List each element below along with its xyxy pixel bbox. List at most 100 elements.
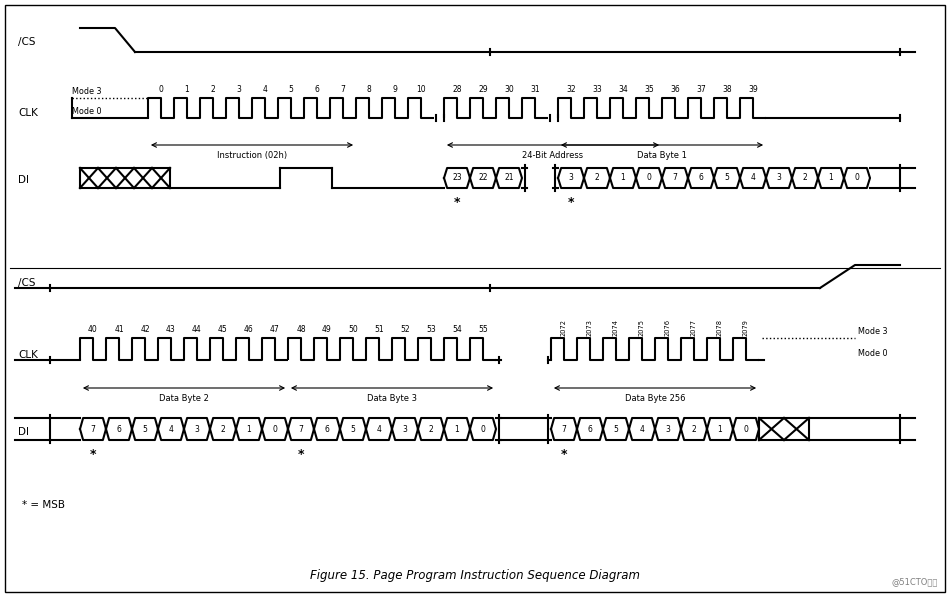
Text: 1: 1 (247, 424, 252, 433)
Text: *: * (560, 448, 567, 461)
Text: 2: 2 (211, 85, 216, 94)
Text: Data Byte 3: Data Byte 3 (367, 394, 417, 403)
Text: 22: 22 (478, 174, 487, 183)
Text: 39: 39 (749, 85, 758, 94)
Text: 48: 48 (296, 325, 306, 334)
Text: 0: 0 (647, 174, 652, 183)
Text: 2079: 2079 (743, 319, 749, 336)
Text: *: * (297, 448, 304, 461)
Text: 0: 0 (481, 424, 485, 433)
Text: 7: 7 (340, 85, 346, 94)
Text: DI: DI (18, 175, 29, 185)
Text: @51CTO博客: @51CTO博客 (892, 577, 938, 586)
Text: 3: 3 (403, 424, 408, 433)
Text: 6: 6 (587, 424, 593, 433)
Text: 55: 55 (478, 325, 488, 334)
Text: 42: 42 (141, 325, 150, 334)
Text: Mode 3: Mode 3 (72, 87, 102, 96)
Text: Data Byte 2: Data Byte 2 (159, 394, 209, 403)
Text: 40: 40 (88, 325, 98, 334)
Text: 35: 35 (644, 85, 654, 94)
Text: 7: 7 (673, 174, 677, 183)
Text: 37: 37 (696, 85, 706, 94)
Text: 4: 4 (750, 174, 755, 183)
Text: 0: 0 (744, 424, 749, 433)
Text: 5: 5 (725, 174, 730, 183)
Text: Data Byte 256: Data Byte 256 (625, 394, 685, 403)
Text: 4: 4 (639, 424, 644, 433)
Text: 4: 4 (376, 424, 382, 433)
Text: 51: 51 (374, 325, 384, 334)
Text: 2073: 2073 (587, 319, 593, 336)
Text: 36: 36 (670, 85, 680, 94)
Text: 3: 3 (776, 174, 782, 183)
Text: 28: 28 (452, 85, 462, 94)
Text: 7: 7 (90, 424, 95, 433)
Text: *: * (568, 196, 574, 209)
Text: 2075: 2075 (639, 319, 645, 336)
Text: 2: 2 (692, 424, 696, 433)
Text: 6: 6 (117, 424, 122, 433)
Text: 31: 31 (530, 85, 540, 94)
Text: 4: 4 (168, 424, 174, 433)
Text: 2078: 2078 (717, 319, 723, 336)
Text: 10: 10 (416, 85, 426, 94)
Text: 3: 3 (237, 85, 241, 94)
Text: 2: 2 (803, 174, 808, 183)
Text: 0: 0 (855, 174, 860, 183)
Text: 3: 3 (666, 424, 671, 433)
Text: Figure 15. Page Program Instruction Sequence Diagram: Figure 15. Page Program Instruction Sequ… (310, 568, 640, 581)
Text: 1: 1 (455, 424, 460, 433)
Text: 29: 29 (478, 85, 487, 94)
Text: 32: 32 (566, 85, 576, 94)
Text: 50: 50 (348, 325, 358, 334)
Text: 5: 5 (289, 85, 294, 94)
Text: 46: 46 (244, 325, 254, 334)
Text: 9: 9 (392, 85, 397, 94)
Text: 44: 44 (192, 325, 201, 334)
Text: *: * (89, 448, 96, 461)
Text: 1: 1 (620, 174, 625, 183)
Text: 2077: 2077 (691, 319, 697, 336)
Text: 47: 47 (270, 325, 280, 334)
Text: 3: 3 (568, 174, 574, 183)
Text: 5: 5 (351, 424, 355, 433)
Text: Mode 0: Mode 0 (858, 349, 887, 358)
Text: * = MSB: * = MSB (22, 500, 65, 510)
Text: 6: 6 (698, 174, 703, 183)
Text: 33: 33 (592, 85, 602, 94)
Text: /CS: /CS (18, 278, 35, 288)
Text: 54: 54 (452, 325, 462, 334)
Text: 5: 5 (614, 424, 618, 433)
Text: CLK: CLK (18, 108, 38, 118)
Text: 8: 8 (367, 85, 371, 94)
Text: 2: 2 (428, 424, 433, 433)
Text: 7: 7 (561, 424, 566, 433)
Text: 38: 38 (722, 85, 732, 94)
Text: 6: 6 (325, 424, 330, 433)
Text: 24-Bit Address: 24-Bit Address (522, 151, 583, 160)
Text: 30: 30 (504, 85, 514, 94)
Text: 23: 23 (452, 174, 462, 183)
Text: 34: 34 (618, 85, 628, 94)
Text: 2: 2 (220, 424, 225, 433)
Text: *: * (454, 196, 460, 209)
Text: 0: 0 (273, 424, 277, 433)
Text: 2: 2 (595, 174, 599, 183)
Text: 52: 52 (400, 325, 409, 334)
Text: 1: 1 (184, 85, 189, 94)
Text: 53: 53 (427, 325, 436, 334)
Text: 3: 3 (195, 424, 200, 433)
Text: 21: 21 (504, 174, 514, 183)
Text: 4: 4 (262, 85, 268, 94)
Text: 43: 43 (166, 325, 176, 334)
Text: Instruction (02h): Instruction (02h) (217, 151, 287, 160)
Text: Mode 3: Mode 3 (858, 327, 887, 336)
Text: 2076: 2076 (665, 319, 671, 336)
Text: Data Byte 1: Data Byte 1 (637, 151, 687, 160)
Text: 45: 45 (218, 325, 228, 334)
Text: 6: 6 (314, 85, 319, 94)
Text: 49: 49 (322, 325, 332, 334)
Text: 2074: 2074 (613, 319, 619, 336)
Text: 0: 0 (159, 85, 163, 94)
